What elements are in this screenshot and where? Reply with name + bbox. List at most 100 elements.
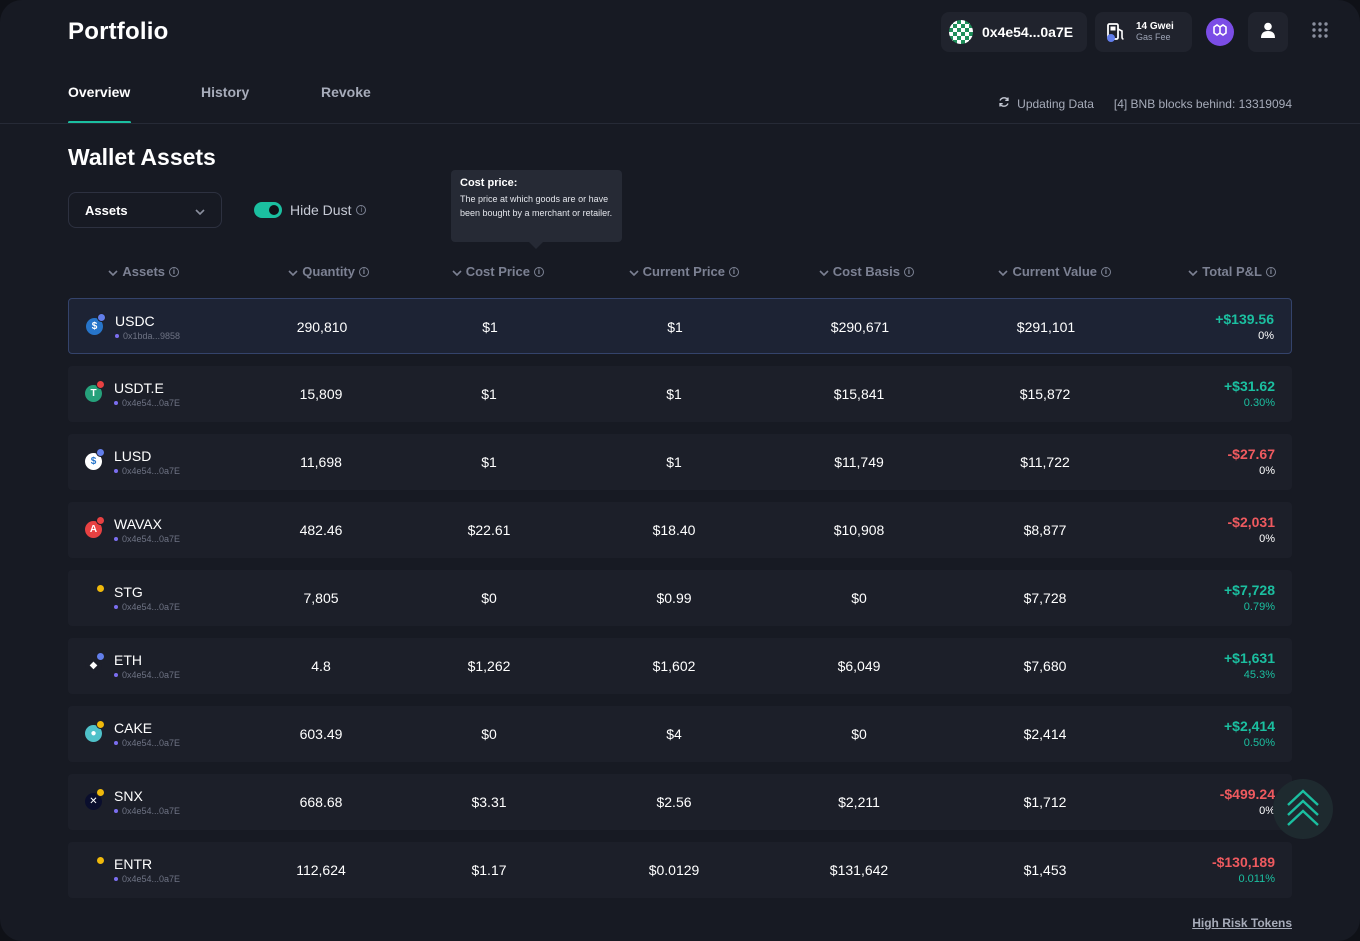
info-icon[interactable]: i — [169, 266, 179, 277]
cell-current-price: $1 — [666, 454, 682, 470]
asset-filter-value: Assets — [85, 202, 128, 218]
asset-row-usdt-e[interactable]: T USDT.E 0x4e54...0a7E 15,809 $1 $1 $15,841 $15… — [68, 366, 1292, 422]
asset-row-eth[interactable]: ◆ ETH 0x4e54...0a7E 4.8 $1,262 $1,602 $6,049 $7… — [68, 638, 1292, 694]
asset-row-cake[interactable]: ● CAKE 0x4e54...0a7E 603.49 $0 $4 $0 $2,414 +$2,… — [68, 706, 1292, 762]
pnl-percent: 0.79% — [1243, 601, 1275, 613]
blocks-behind-label: [4] BNB blocks behind: 13319094 — [1113, 96, 1292, 111]
column-header-total-pnl[interactable]: Total P&L i — [1188, 264, 1276, 279]
apps-menu-button[interactable] — [1304, 16, 1336, 48]
cell-quantity: 482.46 — [299, 522, 343, 538]
token-symbol: WAVAX — [114, 516, 162, 532]
hide-dust-label-wrap: Hide Dust i — [290, 202, 367, 218]
sort-chevron-icon — [108, 264, 118, 279]
cell-current-price: $1,602 — [652, 658, 696, 674]
pnl-value: +$31.62 — [1224, 378, 1275, 394]
pnl-percent: 0% — [1259, 465, 1275, 477]
asset-row-entr[interactable]: ENTR 0x4e54...0a7E 112,624 $1.17 $0.0129 $131… — [68, 842, 1292, 898]
asset-row-wavax[interactable]: A WAVAX 0x4e54...0a7E 482.46 $22.61 $18.40 $10… — [68, 502, 1292, 558]
info-icon[interactable]: i — [356, 205, 367, 215]
cell-current-value: $2,414 — [1023, 726, 1067, 742]
info-icon[interactable]: i — [534, 266, 544, 277]
info-icon[interactable]: i — [1101, 266, 1111, 277]
cell-quantity: 290,810 — [296, 319, 348, 335]
sort-chevron-icon — [1188, 264, 1198, 279]
tab-history[interactable]: History — [201, 84, 250, 100]
cell-current-price: $1 — [666, 386, 682, 402]
cell-cost-basis: $0 — [851, 726, 867, 742]
token-logo-icon: A — [85, 521, 102, 538]
cell-cost-basis: $10,908 — [833, 522, 885, 538]
column-header-cost-basis[interactable]: Cost Basis i — [819, 264, 914, 279]
chain-badge-icon — [96, 380, 105, 389]
apps-grid-icon — [1312, 21, 1328, 43]
column-header-assets[interactable]: Assets i — [108, 264, 179, 279]
asset-row-lusd[interactable]: $ LUSD 0x4e54...0a7E 11,698 $1 $1 $11,749 $11,7… — [68, 434, 1292, 490]
active-tab-indicator — [68, 121, 131, 124]
column-header-quantity[interactable]: Quantity i — [288, 264, 369, 279]
token-holder-address: 0x4e54...0a7E — [114, 602, 180, 612]
pnl-percent: 0.011% — [1238, 873, 1276, 885]
info-icon[interactable]: i — [1266, 266, 1276, 277]
token-symbol: USDT.E — [114, 380, 164, 396]
column-header-label: Assets — [122, 264, 165, 279]
wallet-address-button[interactable]: 0x4e54...0a7E — [941, 12, 1087, 52]
token-symbol: LUSD — [114, 448, 152, 464]
pnl-percent: 0% — [1259, 805, 1275, 817]
scroll-to-top-button[interactable] — [1273, 779, 1333, 839]
chain-badge-icon — [96, 448, 105, 457]
gas-label: Gas Fee — [1136, 32, 1171, 42]
info-icon[interactable]: i — [904, 266, 914, 277]
info-icon[interactable]: i — [729, 266, 739, 277]
asset-row-snx[interactable]: ✕ SNX 0x4e54...0a7E 668.68 $3.31 $2.56 $2,211 $… — [68, 774, 1292, 830]
tab-revoke[interactable]: Revoke — [321, 84, 371, 100]
chain-badge-icon — [96, 516, 105, 525]
cell-cost-price: $3.31 — [471, 794, 507, 810]
token-logo-icon: ◆ — [85, 657, 102, 674]
column-header-label: Quantity — [302, 264, 355, 279]
cell-quantity: 7,805 — [303, 590, 339, 606]
asset-filter-select[interactable]: Assets — [68, 192, 222, 228]
cell-current-value: $7,680 — [1023, 658, 1067, 674]
token-holder-address: 0x4e54...0a7E — [114, 806, 180, 816]
cell-current-price: $2.56 — [656, 794, 692, 810]
cell-quantity: 603.49 — [299, 726, 343, 742]
token-symbol: USDC — [115, 313, 155, 329]
network-selector-button[interactable] — [1206, 18, 1234, 46]
info-icon[interactable]: i — [359, 266, 369, 277]
token-logo-icon: $ — [85, 453, 102, 470]
cell-cost-price: $22.61 — [467, 522, 511, 538]
cell-quantity: 4.8 — [311, 658, 331, 674]
pnl-percent: 0.30% — [1243, 397, 1275, 409]
pnl-value: -$499.24 — [1219, 786, 1275, 802]
tooltip-body: The price at which goods are or have bee… — [460, 194, 613, 218]
asset-row-stg[interactable]: STG 0x4e54...0a7E 7,805 $0 $0.99 $0 $7,728 +$7,… — [68, 570, 1292, 626]
pnl-percent: 45.3% — [1243, 669, 1275, 681]
total-pnl: -$130,189 0.011% — [1212, 854, 1275, 885]
column-header-cost-price[interactable]: Cost Price i — [452, 264, 544, 279]
chain-badge-icon — [96, 720, 105, 729]
sort-chevron-icon — [629, 264, 639, 279]
token-symbol: ETH — [114, 652, 142, 668]
total-pnl: +$31.62 0.30% — [1224, 378, 1275, 409]
column-header-current-price[interactable]: Current Price i — [629, 264, 739, 279]
asset-row-usdc[interactable]: $ USDC 0x1bda...9858 290,810 $1 $1 $290,671 $29… — [68, 298, 1292, 354]
tab-overview[interactable]: Overview — [68, 84, 131, 100]
pnl-value: +$1,631 — [1224, 650, 1275, 666]
user-profile-button[interactable] — [1248, 12, 1288, 52]
cell-current-value: $8,877 — [1023, 522, 1067, 538]
hide-dust-toggle[interactable] — [254, 202, 282, 218]
column-header-current-value[interactable]: Current Value i — [998, 264, 1111, 279]
chain-badge-icon — [96, 856, 105, 865]
token-symbol: CAKE — [114, 720, 153, 736]
cell-quantity: 11,698 — [300, 454, 342, 470]
cell-current-price: $4 — [666, 726, 682, 742]
total-pnl: -$2,031 0% — [1228, 514, 1275, 545]
gas-fee-indicator: 14 Gwei Gas Fee — [1095, 12, 1192, 52]
cell-cost-basis: $131,642 — [829, 862, 889, 878]
total-pnl: -$27.67 0% — [1228, 446, 1275, 477]
high-risk-tokens-link[interactable]: High Risk Tokens — [1192, 916, 1292, 930]
pnl-value: -$130,189 — [1211, 854, 1275, 870]
sort-chevron-icon — [452, 264, 462, 279]
token-holder-address: 0x4e54...0a7E — [114, 466, 180, 476]
